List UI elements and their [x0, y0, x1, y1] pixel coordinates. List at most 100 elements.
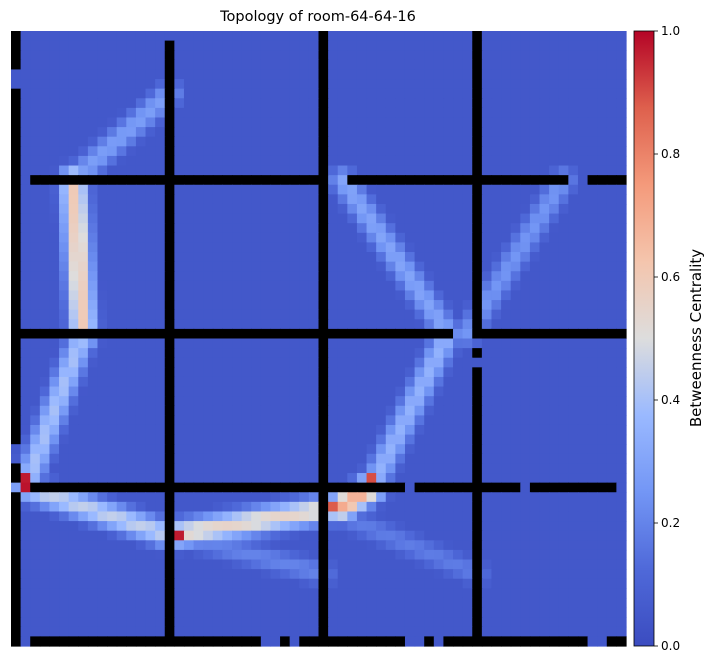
heatmap-cell — [20, 242, 31, 253]
heatmap-cell — [232, 88, 243, 99]
heatmap-cell — [30, 184, 41, 195]
heatmap-cell — [414, 290, 425, 301]
heatmap-cell — [30, 127, 41, 138]
heatmap-cell — [597, 386, 608, 397]
heatmap-cell — [116, 146, 127, 157]
heatmap-cell — [549, 79, 560, 90]
heatmap-cell — [241, 194, 252, 205]
heatmap-cell — [49, 492, 60, 503]
heatmap-cell — [414, 434, 425, 445]
heatmap-cell — [280, 50, 291, 61]
heatmap-cell — [232, 367, 243, 378]
heatmap-cell — [155, 280, 166, 292]
heatmap-cell — [385, 357, 396, 368]
heatmap-cell — [49, 146, 60, 157]
heatmap-cell — [433, 501, 445, 513]
heatmap-cell — [529, 194, 541, 205]
heatmap-cell — [87, 40, 99, 51]
heatmap-cell — [251, 107, 262, 119]
obstacle-cell — [472, 636, 483, 647]
heatmap-cell — [587, 184, 598, 195]
heatmap-cell — [453, 540, 464, 551]
heatmap-cell — [251, 367, 262, 378]
obstacle-cell — [577, 328, 589, 340]
heatmap-cell — [39, 280, 51, 292]
heatmap-cell — [222, 607, 233, 618]
obstacle-cell — [164, 617, 175, 628]
heatmap-cell — [260, 127, 272, 138]
heatmap-cell — [606, 88, 617, 99]
obstacle-cell — [11, 405, 22, 416]
heatmap-cell — [491, 569, 502, 580]
heatmap-cell — [135, 530, 147, 541]
heatmap-cell — [174, 203, 185, 215]
heatmap-cell — [549, 424, 560, 436]
heatmap-cell — [97, 597, 108, 609]
heatmap-cell — [347, 107, 358, 119]
heatmap-cell — [356, 40, 368, 51]
heatmap-cell — [549, 117, 560, 128]
heatmap-cell — [395, 271, 406, 282]
heatmap-cell — [39, 444, 51, 455]
heatmap-cell — [155, 396, 166, 407]
heatmap-cell — [193, 165, 204, 176]
heatmap-cell — [587, 300, 598, 311]
heatmap-cell — [510, 223, 521, 234]
heatmap-cell — [558, 146, 569, 157]
heatmap-cell — [107, 453, 118, 465]
heatmap-cell — [385, 117, 396, 128]
heatmap-cell — [462, 98, 473, 109]
heatmap-cell — [193, 338, 204, 349]
heatmap-cell — [328, 348, 339, 359]
heatmap-cell — [462, 319, 473, 330]
heatmap-cell — [174, 223, 185, 234]
heatmap-cell — [232, 348, 243, 359]
heatmap-cell — [395, 376, 406, 388]
heatmap-cell — [135, 549, 147, 561]
heatmap-cell — [174, 252, 185, 263]
heatmap-cell — [212, 444, 224, 455]
heatmap-cell — [404, 617, 416, 628]
heatmap-cell — [385, 348, 396, 359]
heatmap-cell — [376, 463, 387, 474]
heatmap-cell — [616, 242, 627, 253]
heatmap-cell — [366, 309, 377, 320]
heatmap-cell — [356, 405, 368, 416]
heatmap-cell — [280, 492, 291, 503]
heatmap-cell — [577, 492, 589, 503]
heatmap-cell — [203, 319, 214, 330]
heatmap-cell — [299, 107, 310, 119]
heatmap-cell — [78, 203, 89, 215]
heatmap-cell — [174, 569, 185, 580]
heatmap-cell — [443, 424, 454, 436]
heatmap-cell — [424, 463, 435, 474]
obstacle-cell — [318, 386, 329, 397]
heatmap-cell — [597, 415, 608, 426]
heatmap-cell — [203, 376, 214, 388]
obstacle-cell — [472, 511, 483, 522]
heatmap-cell — [529, 107, 541, 119]
heatmap-cell — [260, 357, 272, 368]
heatmap-cell — [404, 492, 416, 503]
heatmap-cell — [68, 578, 79, 589]
heatmap-cell — [299, 376, 310, 388]
heatmap-cell — [126, 511, 137, 522]
obstacle-cell — [203, 482, 214, 493]
heatmap-cell — [289, 107, 300, 119]
heatmap-cell — [68, 376, 79, 388]
heatmap-cell — [59, 376, 70, 388]
heatmap-cell — [568, 309, 579, 320]
heatmap-cell — [558, 117, 569, 128]
heatmap-cell — [443, 146, 454, 157]
heatmap-cell — [78, 165, 89, 176]
heatmap-cell — [328, 40, 339, 51]
heatmap-cell — [68, 473, 79, 484]
heatmap-cell — [443, 79, 454, 90]
heatmap-cell — [347, 348, 358, 359]
heatmap-cell — [443, 280, 454, 292]
heatmap-cell — [606, 252, 617, 263]
heatmap-cell — [299, 155, 310, 167]
heatmap-cell — [39, 69, 51, 80]
heatmap-cell — [385, 453, 396, 465]
heatmap-cell — [337, 127, 348, 138]
